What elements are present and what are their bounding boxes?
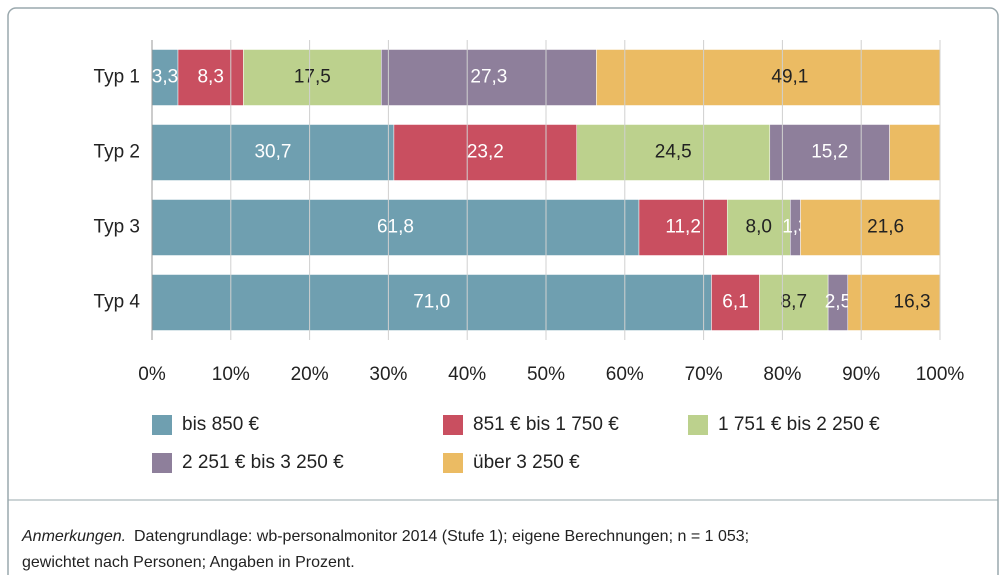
x-tick-label: 100% (916, 364, 965, 385)
data-label: 2,5 (825, 292, 851, 313)
bar-segment (847, 274, 940, 331)
bar-segment (596, 49, 940, 106)
bar-segment (711, 274, 760, 331)
data-label: 20,2 (951, 142, 988, 163)
legend-swatch (152, 453, 172, 473)
data-label: 71,0 (413, 292, 450, 313)
data-label: 24,5 (655, 142, 692, 163)
bar-segment (177, 49, 244, 106)
x-tick-label: 80% (763, 364, 801, 385)
x-tick-label: 20% (291, 364, 329, 385)
bar-segment (381, 49, 597, 106)
note-text: gewichtet nach Personen; Angaben in Proz… (22, 554, 355, 571)
bar-segment (576, 124, 771, 181)
note-text: Datengrundlage: wb-personalmonitor 2014 … (134, 528, 749, 545)
x-tick-label: 10% (212, 364, 250, 385)
bar-segment (769, 124, 890, 181)
legend-swatch (688, 415, 708, 435)
y-tick-label: Typ 4 (94, 292, 141, 313)
legend-label: 851 € bis 1 750 € (473, 414, 619, 435)
bar-segment (759, 274, 829, 331)
data-label: 21,6 (867, 217, 904, 238)
y-tick-label: Typ 1 (94, 67, 140, 88)
data-label: 17,5 (294, 67, 331, 88)
x-tick-label: 0% (138, 364, 166, 385)
legend-label: über 3 250 € (473, 452, 580, 473)
y-tick-label: Typ 2 (94, 142, 140, 163)
data-label: 8,7 (781, 292, 807, 313)
legend-swatch (443, 415, 463, 435)
x-tick-label: 40% (448, 364, 486, 385)
x-tick-label: 70% (685, 364, 723, 385)
bar-segment (152, 274, 712, 331)
x-tick-label: 30% (369, 364, 407, 385)
data-label: 15,2 (811, 142, 848, 163)
x-tick-label: 50% (527, 364, 565, 385)
legend-label: bis 850 € (182, 414, 260, 435)
data-label: 27,3 (470, 67, 507, 88)
bar-segment (800, 199, 940, 256)
data-label: 49,1 (771, 67, 808, 88)
bar-segment (152, 199, 640, 256)
bar-segment (726, 199, 791, 256)
data-label: 30,7 (254, 142, 291, 163)
data-label: 6,1 (722, 292, 748, 313)
data-label: 8,0 (746, 217, 772, 238)
data-label: 3,3 (152, 67, 178, 88)
data-label: 23,2 (467, 142, 504, 163)
legend-label: 1 751 € bis 2 250 € (718, 414, 880, 435)
bar-segment (889, 124, 940, 181)
data-label: 11,2 (665, 217, 701, 238)
legend-swatch (152, 415, 172, 435)
note-label: Anmerkungen. (21, 528, 126, 545)
bar-segment (152, 124, 395, 181)
data-label: 8,3 (197, 67, 223, 88)
y-tick-label: Typ 3 (94, 217, 140, 238)
legend-label: 2 251 € bis 3 250 € (182, 452, 344, 473)
data-label: 16,3 (894, 292, 931, 313)
x-tick-label: 90% (842, 364, 880, 385)
legend-swatch (443, 453, 463, 473)
data-label: 61,8 (377, 217, 414, 238)
x-tick-label: 60% (606, 364, 644, 385)
bar-segment (638, 199, 728, 256)
frame (7, 7, 999, 580)
